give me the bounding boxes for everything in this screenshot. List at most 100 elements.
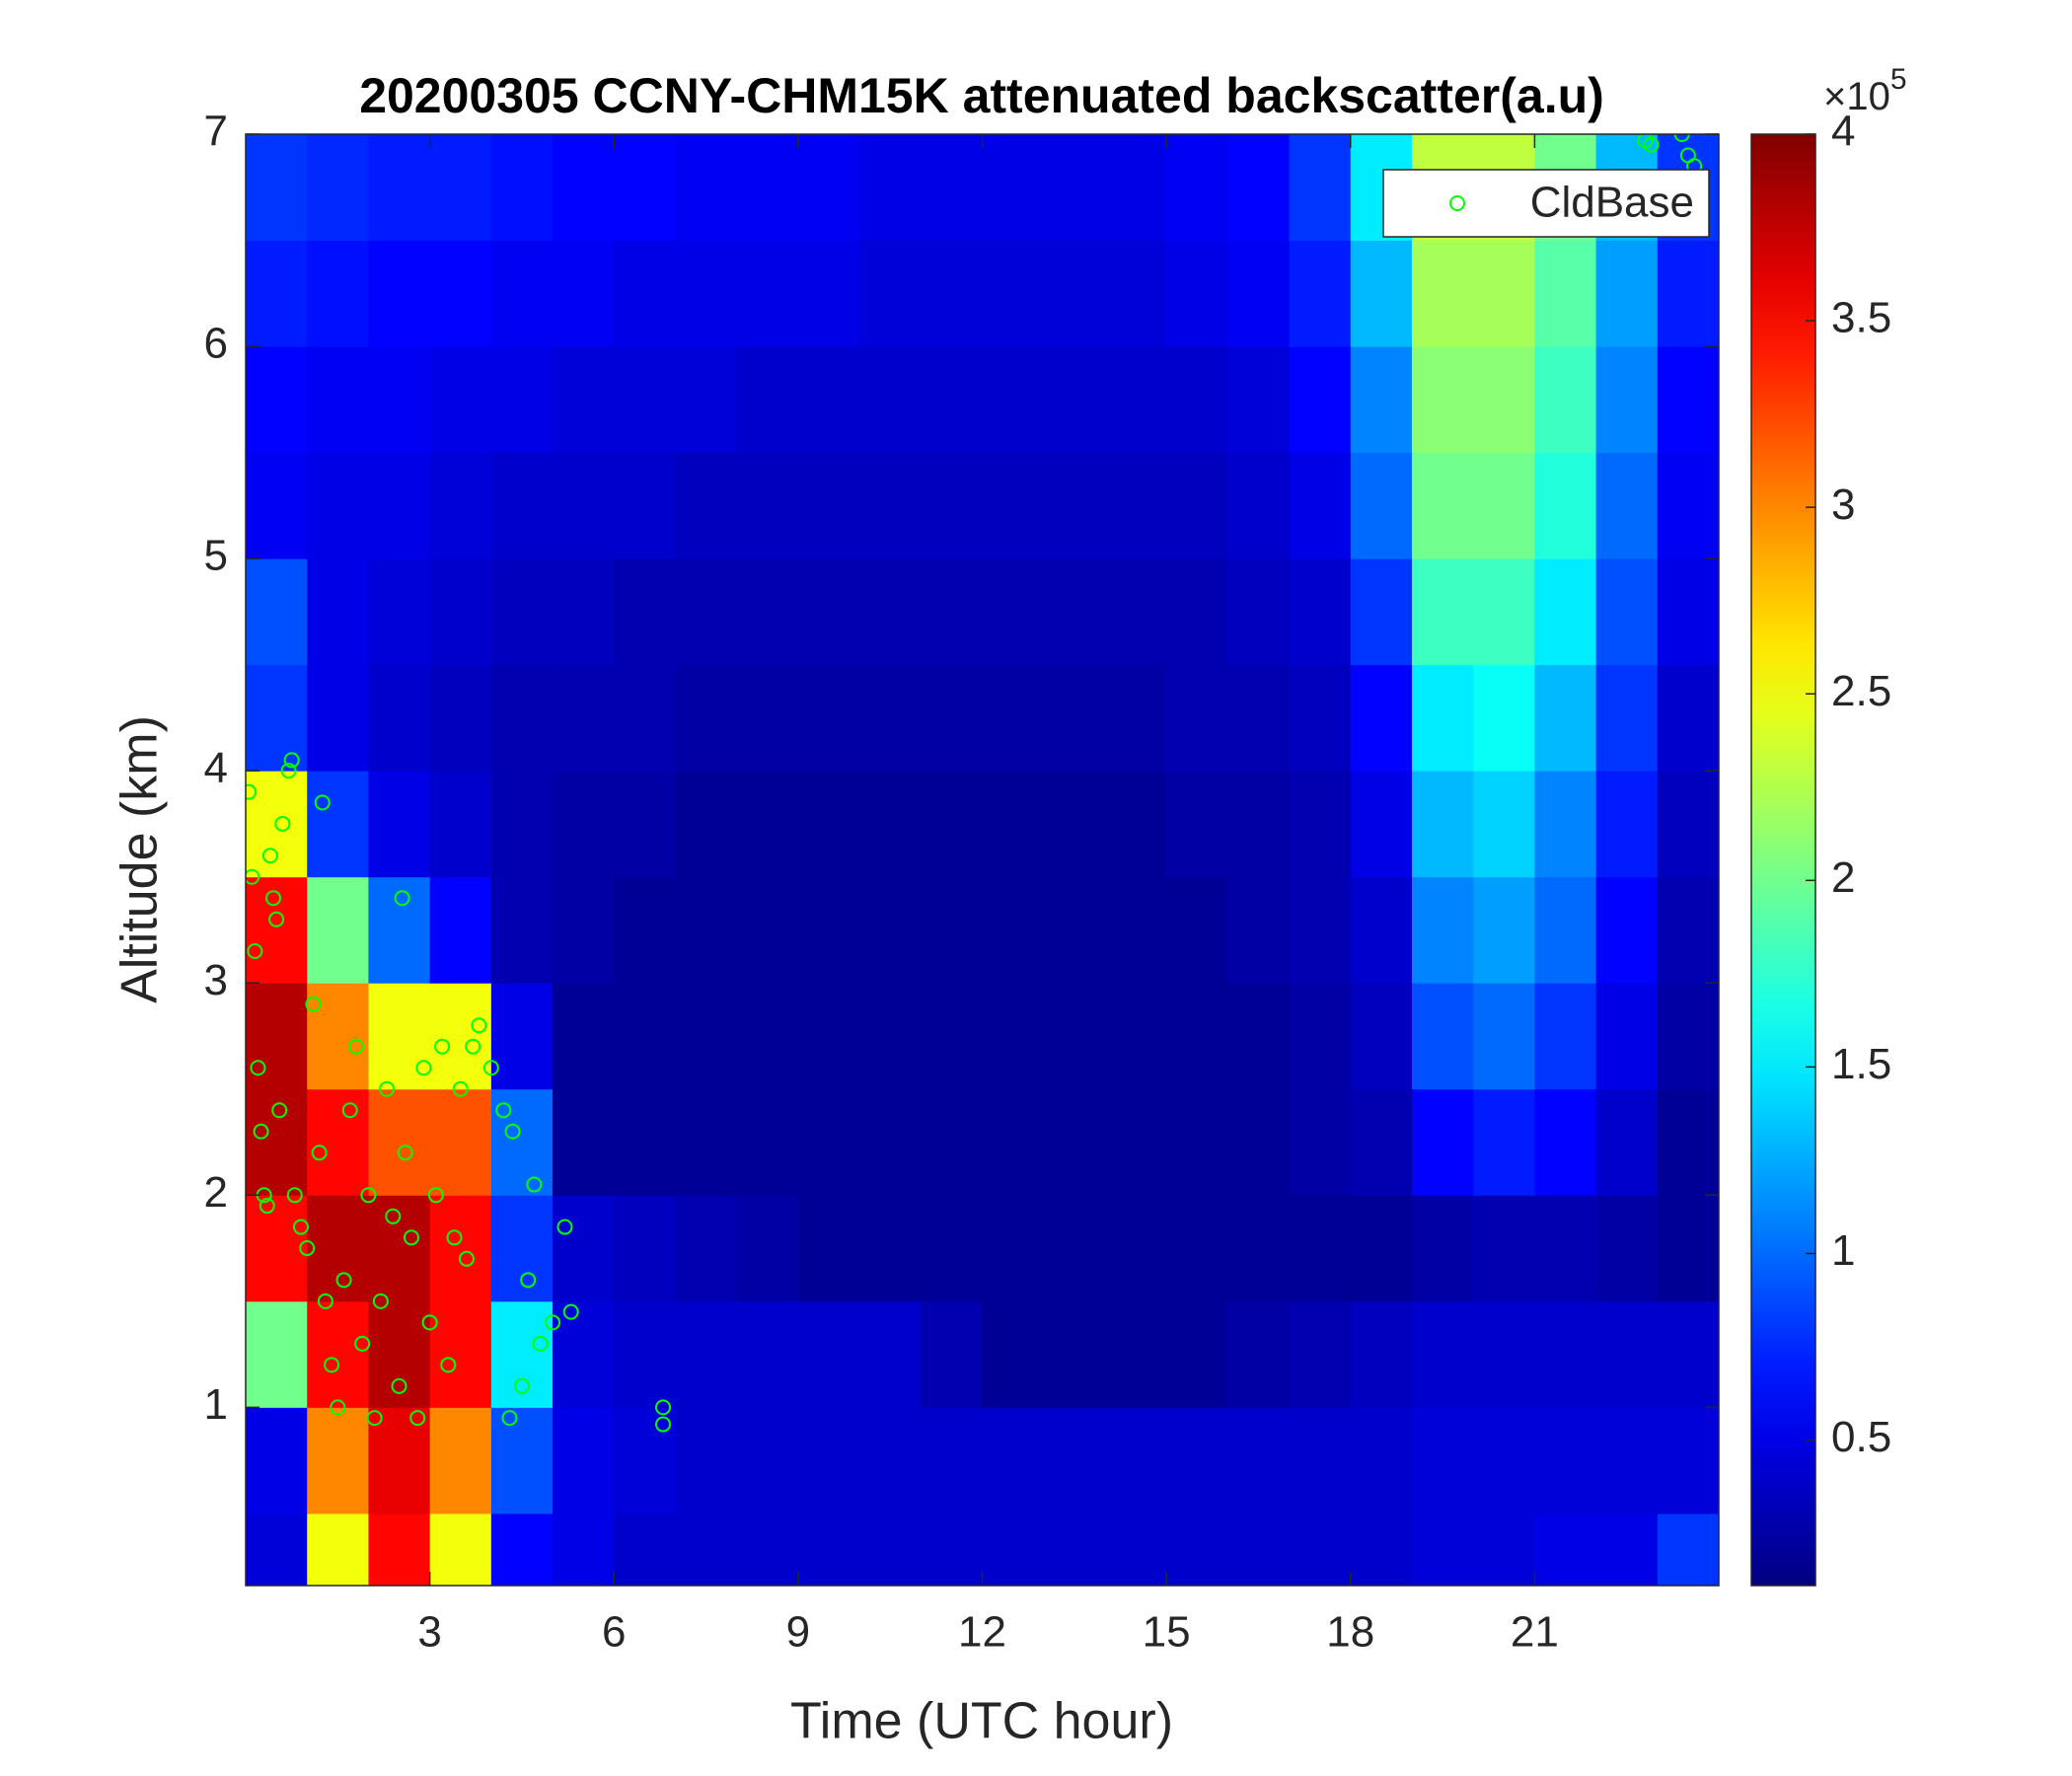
cloud-base-point bbox=[409, 1410, 426, 1427]
heat-cell bbox=[1043, 664, 1106, 772]
cloud-base-point bbox=[264, 890, 281, 907]
heat-cell bbox=[1595, 983, 1659, 1090]
heat-cell bbox=[736, 346, 799, 454]
heat-cell bbox=[797, 346, 860, 454]
heat-cell bbox=[1411, 771, 1474, 878]
cloud-base-point bbox=[556, 1219, 573, 1235]
heat-cell bbox=[1595, 664, 1659, 772]
heat-cell bbox=[982, 558, 1045, 666]
heat-cell bbox=[1289, 134, 1352, 242]
heat-cell bbox=[307, 134, 369, 242]
heat-cell bbox=[1657, 1407, 1719, 1515]
heat-cell bbox=[1350, 452, 1413, 559]
heat-cell bbox=[736, 1195, 799, 1302]
heat-cell bbox=[553, 452, 615, 559]
heat-cell bbox=[1227, 1407, 1291, 1515]
heat-cell bbox=[1350, 1513, 1413, 1586]
heat-cell bbox=[1350, 1195, 1413, 1302]
heat-cell bbox=[429, 771, 492, 878]
heat-cell bbox=[1595, 876, 1659, 984]
heat-cell bbox=[1534, 1195, 1597, 1302]
heat-cell bbox=[490, 664, 554, 772]
heat-cell bbox=[1473, 1513, 1535, 1586]
heat-cell bbox=[1473, 1088, 1535, 1196]
heat-cell bbox=[1289, 1407, 1352, 1515]
heat-cell bbox=[614, 558, 676, 666]
heat-cell bbox=[614, 1300, 676, 1408]
heat-cell bbox=[1043, 452, 1106, 559]
heat-cell bbox=[490, 1300, 554, 1408]
heat-cell bbox=[1289, 240, 1352, 347]
heat-cell bbox=[982, 983, 1045, 1090]
heat-cell bbox=[368, 771, 431, 878]
heat-cell bbox=[921, 1513, 983, 1586]
heat-cell bbox=[1166, 134, 1228, 242]
heat-cell bbox=[553, 1513, 615, 1586]
heat-cell bbox=[246, 876, 308, 984]
heat-cell bbox=[921, 134, 983, 242]
heat-cell bbox=[1227, 1088, 1291, 1196]
colorbar-scale: ×105 bbox=[1823, 63, 1907, 118]
heat-cell bbox=[429, 1300, 492, 1408]
cloud-base-point bbox=[286, 1187, 303, 1204]
cloud-base-point bbox=[366, 1410, 383, 1427]
heat-cell bbox=[1043, 983, 1106, 1090]
heat-cell bbox=[675, 983, 738, 1090]
cloud-base-point bbox=[562, 1303, 579, 1320]
cloud-base-point bbox=[397, 1145, 413, 1161]
heat-cell bbox=[675, 346, 738, 454]
heat-cell bbox=[1473, 1407, 1535, 1515]
heat-cell bbox=[490, 1195, 554, 1302]
heat-cell bbox=[1657, 346, 1719, 454]
heat-cell bbox=[553, 240, 615, 347]
heat-cell bbox=[859, 983, 922, 1090]
heat-cell bbox=[1350, 983, 1413, 1090]
heat-cell bbox=[1534, 240, 1597, 347]
heat-cell bbox=[1227, 134, 1291, 242]
heat-cell bbox=[1350, 240, 1413, 347]
heat-cell bbox=[1166, 771, 1228, 878]
heat-cell bbox=[859, 1088, 922, 1196]
heat-cell bbox=[307, 1407, 369, 1515]
heat-cell bbox=[429, 452, 492, 559]
heat-cell bbox=[1104, 346, 1167, 454]
heat-cell bbox=[982, 1088, 1045, 1196]
heat-cell bbox=[675, 1513, 738, 1586]
heatmap bbox=[246, 134, 1719, 1586]
heat-cell bbox=[1411, 876, 1474, 984]
heat-cell bbox=[1104, 1513, 1167, 1586]
heat-cell bbox=[1104, 558, 1167, 666]
heat-cell bbox=[797, 983, 860, 1090]
heat-cell bbox=[368, 1195, 431, 1302]
heat-cell bbox=[1043, 1407, 1106, 1515]
heat-cell bbox=[1289, 558, 1352, 666]
heat-cell bbox=[1289, 346, 1352, 454]
x-tick-label: 6 bbox=[602, 1608, 626, 1657]
heat-cell bbox=[736, 1300, 799, 1408]
heat-cell bbox=[982, 1407, 1045, 1515]
heat-cell bbox=[1657, 558, 1719, 666]
heat-cell bbox=[1289, 771, 1352, 878]
heat-cell bbox=[1534, 1088, 1597, 1196]
cloud-base-point bbox=[274, 815, 291, 832]
heat-cell bbox=[246, 1088, 308, 1196]
heat-cell bbox=[553, 1300, 615, 1408]
heat-cell bbox=[246, 983, 308, 1090]
heat-cell bbox=[1104, 1407, 1167, 1515]
heat-cell bbox=[307, 771, 369, 878]
heat-cell bbox=[736, 1407, 799, 1515]
heat-cell bbox=[1657, 1300, 1719, 1408]
heat-cell bbox=[429, 876, 492, 984]
heat-cell bbox=[1166, 1513, 1228, 1586]
heat-cell bbox=[982, 664, 1045, 772]
heat-cell bbox=[736, 452, 799, 559]
heat-cell bbox=[859, 452, 922, 559]
heat-cell bbox=[675, 1195, 738, 1302]
heat-cell bbox=[1411, 1300, 1474, 1408]
cloud-base-point bbox=[261, 848, 278, 864]
heat-cell bbox=[368, 1513, 431, 1586]
heat-cell bbox=[859, 558, 922, 666]
cloud-base-point bbox=[526, 1176, 543, 1193]
heat-cell bbox=[553, 134, 615, 242]
cloud-base-point bbox=[283, 752, 300, 769]
